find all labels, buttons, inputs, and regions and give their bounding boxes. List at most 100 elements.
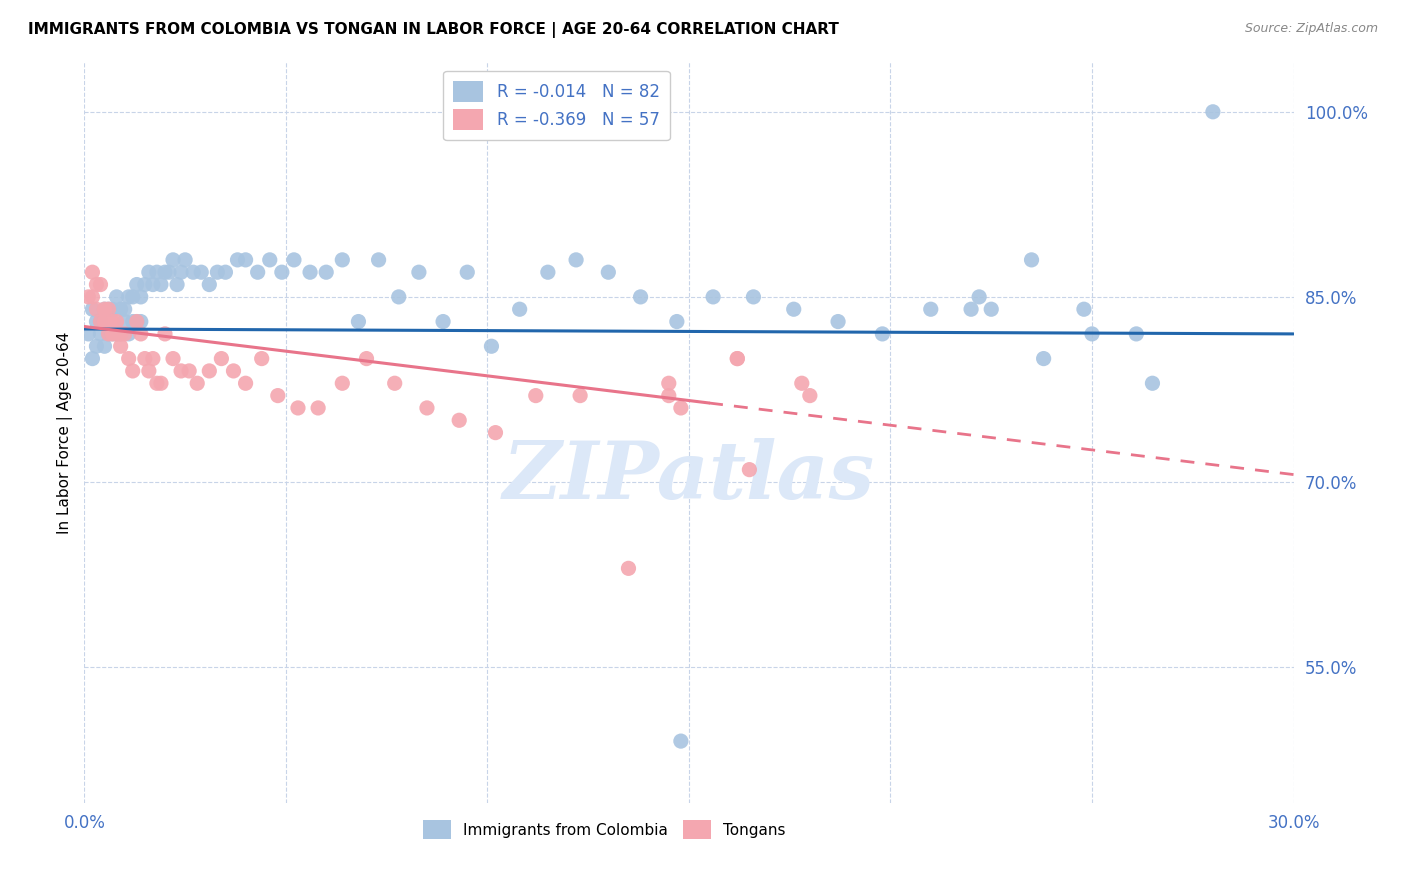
Point <box>179 364 201 378</box>
Point <box>235 376 257 391</box>
Point <box>658 389 681 403</box>
Point <box>105 290 128 304</box>
Point <box>114 302 136 317</box>
Point <box>82 351 104 366</box>
Point <box>1032 351 1054 366</box>
Point <box>630 290 652 304</box>
Text: IMMIGRANTS FROM COLOMBIA VS TONGAN IN LABOR FORCE | AGE 20-64 CORRELATION CHART: IMMIGRANTS FROM COLOMBIA VS TONGAN IN LA… <box>28 22 839 38</box>
Point <box>702 290 724 304</box>
Point <box>330 376 353 391</box>
Point <box>222 364 245 378</box>
Point <box>827 315 849 329</box>
Point <box>1202 104 1225 119</box>
Point <box>190 265 212 279</box>
Point <box>101 302 124 317</box>
Point <box>207 265 229 279</box>
Point <box>82 302 104 317</box>
Point <box>89 315 111 329</box>
Point <box>138 364 160 378</box>
Point <box>416 401 439 415</box>
Point <box>246 265 269 279</box>
Point <box>569 389 592 403</box>
Point <box>235 252 257 267</box>
Legend: Immigrants from Colombia, Tongans: Immigrants from Colombia, Tongans <box>416 812 793 847</box>
Point <box>209 351 232 366</box>
Point <box>174 252 197 267</box>
Point <box>89 315 111 329</box>
Point <box>101 326 124 341</box>
Point <box>669 401 692 415</box>
Point <box>97 302 120 317</box>
Point <box>367 252 389 267</box>
Point <box>129 290 152 304</box>
Point <box>565 252 588 267</box>
Point <box>89 277 111 292</box>
Point <box>449 413 471 427</box>
Point <box>967 290 990 304</box>
Point <box>105 315 128 329</box>
Point <box>287 401 309 415</box>
Point <box>270 265 292 279</box>
Point <box>384 376 406 391</box>
Point <box>110 339 132 353</box>
Point <box>347 315 370 329</box>
Point <box>101 326 124 341</box>
Point <box>299 265 322 279</box>
Point <box>82 265 104 279</box>
Point <box>89 326 111 341</box>
Point <box>129 326 152 341</box>
Point <box>170 364 193 378</box>
Point <box>118 290 141 304</box>
Text: Source: ZipAtlas.com: Source: ZipAtlas.com <box>1244 22 1378 36</box>
Point <box>1021 252 1043 267</box>
Point <box>920 302 942 317</box>
Point <box>1125 326 1147 341</box>
Point <box>198 364 221 378</box>
Point <box>149 376 172 391</box>
Point <box>118 326 141 341</box>
Point <box>146 265 169 279</box>
Point <box>315 265 337 279</box>
Point <box>1142 376 1164 391</box>
Point <box>121 290 143 304</box>
Point <box>121 364 143 378</box>
Point <box>114 315 136 329</box>
Point <box>162 252 184 267</box>
Point <box>110 302 132 317</box>
Point <box>456 265 478 279</box>
Point <box>725 351 748 366</box>
Point <box>186 376 208 391</box>
Point <box>307 401 329 415</box>
Point <box>93 339 115 353</box>
Point <box>509 302 531 317</box>
Point <box>134 351 156 366</box>
Point <box>110 326 132 341</box>
Point <box>166 277 188 292</box>
Point <box>125 315 148 329</box>
Point <box>86 315 108 329</box>
Point <box>77 326 100 341</box>
Point <box>181 265 204 279</box>
Point <box>86 339 108 353</box>
Point <box>783 302 806 317</box>
Point <box>125 315 148 329</box>
Point <box>432 315 454 329</box>
Point <box>142 277 165 292</box>
Point <box>267 389 290 403</box>
Point <box>1081 326 1104 341</box>
Point <box>157 265 180 279</box>
Point <box>524 389 547 403</box>
Point <box>93 302 115 317</box>
Point <box>960 302 983 317</box>
Text: ZIPatlas: ZIPatlas <box>503 438 875 516</box>
Point <box>226 252 249 267</box>
Point <box>259 252 281 267</box>
Point <box>97 326 120 341</box>
Point <box>101 315 124 329</box>
Point <box>146 376 169 391</box>
Point <box>105 326 128 341</box>
Point <box>537 265 560 279</box>
Point <box>330 252 353 267</box>
Point <box>110 326 132 341</box>
Point <box>134 277 156 292</box>
